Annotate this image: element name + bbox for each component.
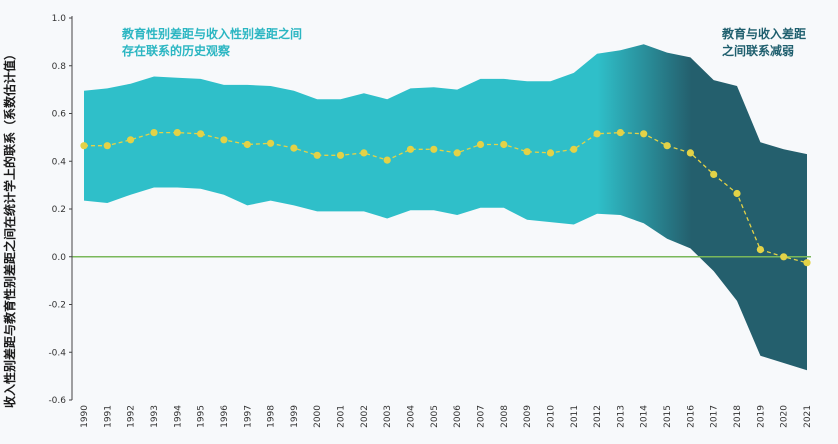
- data-point: [616, 129, 625, 137]
- x-tick-label: 2010: [547, 405, 557, 428]
- estimate-line: [84, 131, 808, 264]
- data-point: [197, 130, 205, 138]
- x-tick-label: 2018: [733, 405, 743, 428]
- x-tick-label: 1991: [103, 405, 113, 428]
- data-point: [220, 136, 228, 144]
- data-point: [430, 145, 438, 153]
- y-tick-label: 0.4: [52, 157, 67, 167]
- x-tick-label: 2009: [523, 405, 533, 428]
- x-tick-label: 2020: [780, 405, 790, 428]
- data-point: [523, 148, 531, 156]
- annotation-weakening: 教育与收入差距 之间联系减弱: [721, 26, 810, 58]
- x-tick-label: 2004: [407, 405, 417, 428]
- x-tick-label: 2014: [640, 405, 650, 428]
- x-tick-label: 2000: [313, 405, 323, 428]
- data-point: [336, 151, 345, 159]
- data-point: [803, 259, 811, 267]
- y-tick-label: 0.8: [52, 62, 67, 72]
- x-tick-label: 1995: [197, 405, 207, 428]
- annotation-historical-line-1: 教育性别差距与收入性别差距之间: [121, 26, 302, 41]
- data-point: [686, 149, 695, 157]
- data-point: [500, 140, 508, 149]
- x-tick-label: 1994: [173, 405, 183, 428]
- data-point: [710, 170, 718, 178]
- y-tick-label: 0.6: [52, 110, 67, 120]
- data-point: [267, 139, 275, 147]
- x-tick-label: 2021: [803, 405, 813, 428]
- x-tick-label: 2007: [477, 405, 487, 428]
- data-point: [127, 136, 135, 144]
- data-point: [546, 149, 555, 157]
- x-tick-label: 1996: [220, 405, 230, 428]
- data-point: [383, 156, 391, 164]
- data-point: [756, 246, 765, 254]
- x-tick-label: 2002: [360, 405, 370, 428]
- data-point: [313, 151, 321, 159]
- y-tick-label: -0.6: [48, 396, 66, 406]
- data-point: [733, 189, 741, 198]
- x-tick-label: 1998: [267, 405, 277, 428]
- data-point: [243, 140, 251, 149]
- x-tick-label: 1993: [150, 405, 160, 428]
- y-tick-label: -0.4: [48, 348, 66, 358]
- x-tick-label: 2008: [500, 405, 510, 428]
- y-axis-label: 收入性别差距与教育性别差距之间在统计学上的联系（系数估计值）: [2, 48, 17, 408]
- x-tick-label: 2012: [593, 405, 603, 428]
- annotation-weakening-line-2: 之间联系减弱: [722, 43, 794, 58]
- data-point: [476, 140, 485, 149]
- annotation-historical: 教育性别差距与收入性别差距之间 存在联系的历史观察: [121, 26, 306, 58]
- data-point: [360, 149, 368, 157]
- x-tick-label: 1997: [243, 405, 253, 428]
- data-point: [453, 149, 461, 157]
- x-tick-label: 2015: [663, 405, 673, 428]
- x-tick-label: 2019: [756, 405, 766, 428]
- x-tick-label: 1990: [80, 405, 90, 428]
- data-point: [173, 129, 181, 137]
- data-point: [150, 129, 158, 137]
- data-point: [593, 130, 601, 138]
- y-tick-label: 0.0: [52, 253, 67, 263]
- data-point: [570, 145, 578, 153]
- y-tick-label: 0.2: [52, 205, 66, 215]
- data-point: [780, 253, 788, 261]
- data-point: [640, 130, 648, 138]
- data-point: [406, 145, 415, 153]
- x-tick-label: 2013: [616, 405, 626, 428]
- x-tick-label: 2003: [383, 405, 393, 428]
- y-tick-label: 1.0: [52, 14, 67, 24]
- x-tick-label: 1992: [127, 405, 137, 428]
- data-point: [663, 142, 671, 150]
- x-tick-label: 2011: [570, 405, 580, 428]
- x-tick-label: 2001: [337, 405, 347, 428]
- x-tick-label: 2006: [453, 405, 463, 428]
- data-point: [103, 142, 111, 150]
- annotation-weakening-line-1: 教育与收入差距: [721, 26, 806, 41]
- x-tick-label: 2016: [686, 405, 696, 428]
- x-tick-label: 2017: [710, 405, 720, 428]
- annotation-historical-line-2: 存在联系的历史观察: [121, 43, 231, 58]
- y-tick-label: -0.2: [48, 301, 66, 311]
- data-point: [80, 142, 88, 150]
- data-point: [290, 144, 298, 152]
- x-tick-label: 1999: [290, 405, 300, 428]
- confidence-band: [84, 44, 807, 371]
- x-tick-label: 2005: [430, 405, 440, 428]
